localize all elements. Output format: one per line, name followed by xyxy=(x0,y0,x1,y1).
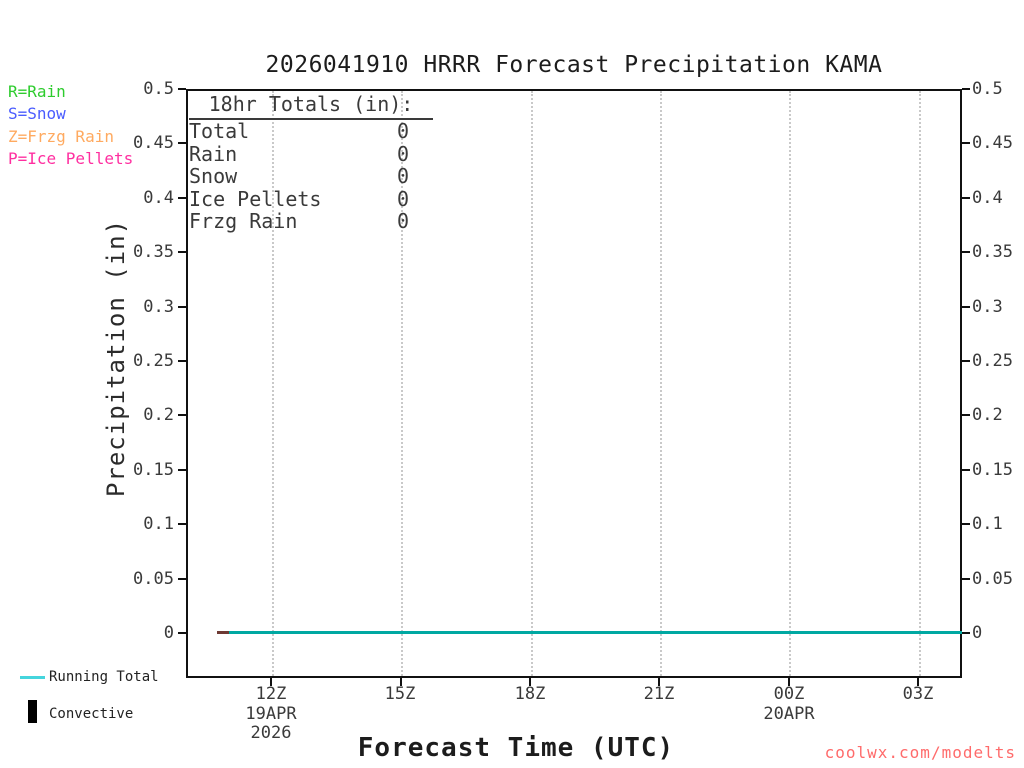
convective-swatch xyxy=(28,700,37,723)
x-tick-label: 00Z xyxy=(773,684,805,704)
y-tick-mark xyxy=(178,142,186,144)
gridline xyxy=(401,91,403,676)
y-tick-mark xyxy=(178,578,186,580)
gridline xyxy=(789,91,791,676)
y-tick-mark xyxy=(178,523,186,525)
legend-ice-pellets-code: P=Ice Pellets xyxy=(8,149,134,168)
running-total-label: Running Total xyxy=(49,669,159,685)
totals-label: Snow xyxy=(189,164,238,188)
y-tick-label-right: 0.5 xyxy=(972,79,1003,99)
y-tick-label-left: 0.2 xyxy=(143,405,174,425)
totals-header: 18hr Totals (in): xyxy=(189,92,433,120)
y-tick-label-right: 0.1 xyxy=(972,514,1003,534)
totals-value: 0 xyxy=(396,141,409,166)
totals-value: 0 xyxy=(396,209,409,233)
totals-row-rain: Rain 0 xyxy=(189,141,433,166)
plot-area xyxy=(186,89,962,678)
running-total-line xyxy=(229,631,962,634)
y-tick-mark xyxy=(178,197,186,199)
totals-value: 0 xyxy=(396,186,409,211)
y-tick-mark xyxy=(178,360,186,362)
date-label-20apr: 20APR xyxy=(763,704,815,724)
totals-label: Rain xyxy=(189,141,238,166)
y-tick-mark xyxy=(178,251,186,253)
gridline xyxy=(531,91,533,676)
x-tick-label: 03Z xyxy=(902,684,934,704)
running-total-swatch xyxy=(20,676,45,679)
y-tick-mark xyxy=(962,578,970,580)
legend-snow-code: S=Snow xyxy=(8,104,66,123)
y-tick-mark xyxy=(962,469,970,471)
convective-zero-line-segment xyxy=(217,631,233,634)
totals-label: Total xyxy=(189,119,250,143)
totals-row-frzg-rain: Frzg Rain 0 xyxy=(189,210,433,233)
y-tick-mark xyxy=(962,88,970,90)
y-tick-mark xyxy=(962,142,970,144)
totals-row-total: Total 0 xyxy=(189,120,433,143)
gridline xyxy=(272,91,274,676)
totals-label: Frzg Rain xyxy=(189,209,298,233)
y-tick-label-left: 0.1 xyxy=(143,514,174,534)
y-tick-mark xyxy=(962,251,970,253)
y-tick-mark xyxy=(962,523,970,525)
y-tick-label-left: 0.05 xyxy=(133,569,174,589)
x-tick-mark xyxy=(658,678,660,686)
y-tick-label-right: 0.15 xyxy=(972,460,1013,480)
y-tick-label-right: 0.05 xyxy=(972,569,1013,589)
legend-rain-code: R=Rain xyxy=(8,82,66,101)
totals-table: 18hr Totals (in): Total 0 Rain 0 Snow 0 … xyxy=(189,92,433,233)
y-tick-mark xyxy=(178,469,186,471)
x-tick-label: 15Z xyxy=(384,684,416,704)
y-tick-mark xyxy=(962,306,970,308)
x-axis-title: Forecast Time (UTC) xyxy=(357,733,675,763)
watermark: coolwx.com/modelts xyxy=(824,743,1016,762)
y-tick-label-right: 0.35 xyxy=(972,242,1013,262)
y-tick-mark xyxy=(178,632,186,634)
x-tick-mark xyxy=(529,678,531,686)
y-tick-label-right: 0.45 xyxy=(972,133,1013,153)
x-tick-mark xyxy=(400,678,402,686)
y-tick-label-right: 0.3 xyxy=(972,297,1003,317)
date-label-2026: 2026 xyxy=(250,723,292,743)
x-tick-mark xyxy=(270,678,272,686)
y-tick-label-right: 0.4 xyxy=(972,188,1003,208)
y-tick-label-left: 0.3 xyxy=(143,297,174,317)
y-tick-label-left: 0.5 xyxy=(143,79,174,99)
y-tick-label-right: 0 xyxy=(972,623,983,643)
y-tick-mark xyxy=(962,632,970,634)
y-tick-label-left: 0.45 xyxy=(133,133,174,153)
x-tick-mark xyxy=(917,678,919,686)
y-tick-mark xyxy=(962,197,970,199)
totals-value: 0 xyxy=(396,119,409,143)
y-tick-mark xyxy=(962,360,970,362)
totals-row-ice-pellets: Ice Pellets 0 xyxy=(189,186,433,211)
y-tick-label-left: 0.25 xyxy=(133,351,174,371)
legend-frzg-rain-code: Z=Frzg Rain xyxy=(8,127,114,146)
y-tick-mark xyxy=(178,306,186,308)
y-tick-label-right: 0.25 xyxy=(972,351,1013,371)
y-tick-label-left: 0.35 xyxy=(133,242,174,262)
y-tick-mark xyxy=(178,88,186,90)
x-tick-label: 18Z xyxy=(514,684,546,704)
y-axis-title: Precipitation (in) xyxy=(102,218,130,498)
convective-label: Convective xyxy=(49,706,134,722)
x-tick-label: 12Z xyxy=(255,684,287,704)
y-tick-label-right: 0.2 xyxy=(972,405,1003,425)
y-tick-label-left: 0 xyxy=(163,623,174,643)
y-tick-label-left: 0.4 xyxy=(143,188,174,208)
date-label-19apr: 19APR xyxy=(245,704,297,724)
y-tick-label-left: 0.15 xyxy=(133,460,174,480)
y-tick-mark xyxy=(962,414,970,416)
gridline xyxy=(660,91,662,676)
totals-label: Ice Pellets xyxy=(189,186,322,211)
chart-title: 2026041910 HRRR Forecast Precipitation K… xyxy=(265,52,883,78)
y-tick-mark xyxy=(178,414,186,416)
x-tick-label: 21Z xyxy=(643,684,675,704)
x-tick-mark xyxy=(788,678,790,686)
totals-row-snow: Snow 0 xyxy=(189,165,433,188)
gridline xyxy=(919,91,921,676)
totals-value: 0 xyxy=(396,164,409,188)
